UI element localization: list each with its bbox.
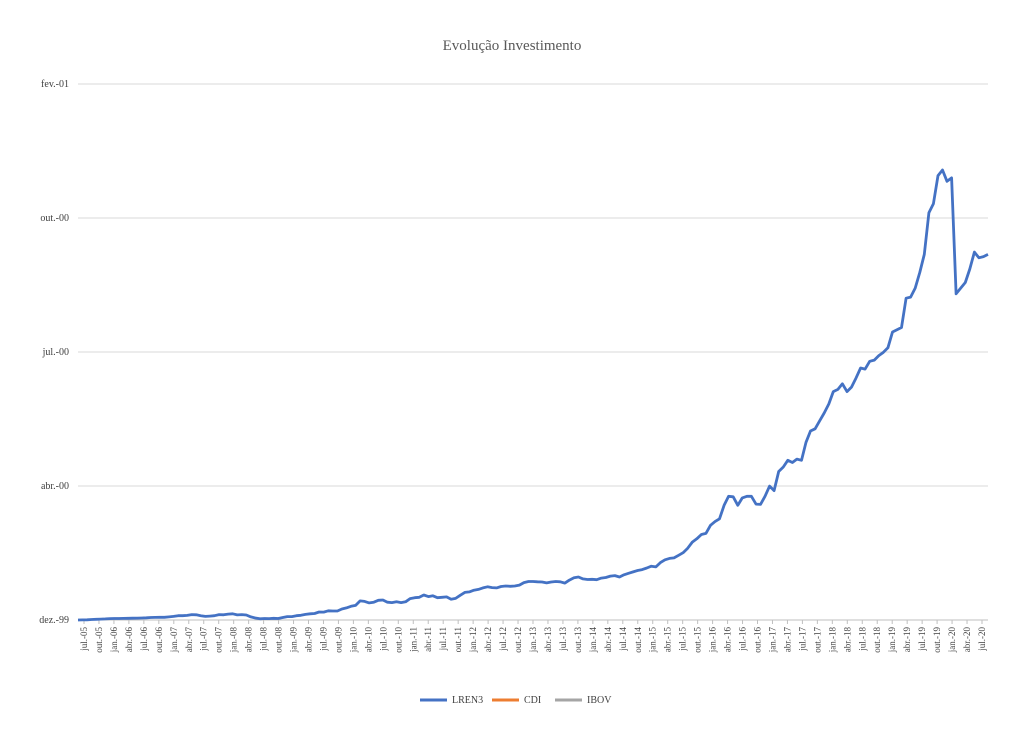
x-tick-label: jan.-09 bbox=[289, 627, 299, 654]
x-tick-label: jul.-16 bbox=[738, 627, 748, 652]
x-tick-label: out.-16 bbox=[753, 627, 763, 653]
x-tick-label: out.-18 bbox=[872, 627, 882, 653]
y-axis-ticks: dez.-99 abr.-00 jul.-00 out.-00 fev.-01 bbox=[39, 79, 69, 626]
x-tick-label: jan.-17 bbox=[767, 627, 777, 654]
x-tick-label: jul.-06 bbox=[139, 627, 149, 652]
x-tick-label: jan.-15 bbox=[648, 627, 658, 654]
y-tick-label: dez.-99 bbox=[39, 615, 69, 626]
x-tick-label: out.-07 bbox=[214, 627, 224, 653]
x-tick-label: out.-19 bbox=[932, 627, 942, 653]
x-tick-label: abr.-17 bbox=[782, 627, 792, 653]
x-tick-label: jul.-05 bbox=[79, 627, 89, 652]
legend-item-lren3: LREN3 bbox=[420, 695, 483, 706]
x-tick-label: abr.-15 bbox=[663, 627, 673, 653]
x-tick-label: out.-08 bbox=[274, 627, 284, 653]
x-axis-ticks: jul.-05 out.-05 jan.-06 abr.-06 jul.-06 out.-… bbox=[79, 620, 987, 653]
x-tick-label: jul.-07 bbox=[199, 627, 209, 652]
legend-item-cdi: CDI bbox=[492, 695, 541, 706]
series-lines bbox=[77, 168, 989, 622]
x-tick-label: out.-11 bbox=[453, 627, 463, 652]
x-tick-label: jan.-14 bbox=[588, 627, 598, 654]
legend-label-cdi: CDI bbox=[524, 695, 541, 706]
legend: LREN3 CDI IBOV bbox=[420, 695, 612, 706]
x-tick-label: out.-05 bbox=[94, 627, 104, 653]
x-tick-label: abr.-18 bbox=[842, 627, 852, 653]
legend-label-ibov: IBOV bbox=[587, 695, 612, 706]
x-tick-label: jul.-19 bbox=[917, 627, 927, 652]
x-tick-label: out.-13 bbox=[573, 627, 583, 653]
x-tick-label: abr.-07 bbox=[184, 627, 194, 653]
x-tick-label: jul.-17 bbox=[797, 627, 807, 652]
x-tick-label: jul.-11 bbox=[438, 627, 448, 651]
x-tick-label: jul.-09 bbox=[318, 627, 328, 652]
x-tick-label: abr.-06 bbox=[124, 627, 134, 653]
x-tick-label: out.-17 bbox=[812, 627, 822, 653]
x-tick-label: jan.-07 bbox=[169, 627, 179, 654]
x-tick-label: jul.-14 bbox=[618, 627, 628, 652]
x-tick-label: abr.-08 bbox=[244, 627, 254, 653]
x-tick-label: abr.-14 bbox=[603, 627, 613, 653]
x-tick-label: jan.-18 bbox=[827, 627, 837, 654]
x-tick-label: jan.-10 bbox=[348, 627, 358, 654]
x-tick-label: abr.-13 bbox=[543, 627, 553, 653]
x-tick-label: jul.-13 bbox=[558, 627, 568, 652]
y-tick-label: jul.-00 bbox=[42, 347, 69, 358]
x-tick-label: abr.-10 bbox=[363, 627, 373, 653]
x-tick-label: out.-10 bbox=[393, 627, 403, 653]
x-tick-label: jan.-19 bbox=[887, 627, 897, 654]
x-tick-label: out.-14 bbox=[633, 627, 643, 653]
x-tick-label: jul.-10 bbox=[378, 627, 388, 652]
x-tick-label: jul.-12 bbox=[498, 627, 508, 652]
x-tick-label: jan.-06 bbox=[109, 627, 119, 654]
y-tick-label: abr.-00 bbox=[41, 481, 69, 492]
x-tick-label: abr.-16 bbox=[723, 627, 733, 653]
x-tick-label: abr.-20 bbox=[962, 627, 972, 653]
x-tick-label: out.-12 bbox=[513, 627, 523, 653]
x-tick-label: out.-15 bbox=[693, 627, 703, 653]
x-tick-label: jul.-20 bbox=[977, 627, 987, 652]
y-tick-label: fev.-01 bbox=[41, 79, 69, 90]
x-tick-label: abr.-19 bbox=[902, 627, 912, 653]
legend-item-ibov: IBOV bbox=[555, 695, 612, 706]
x-tick-label: jan.-16 bbox=[708, 627, 718, 654]
x-tick-label: out.-09 bbox=[333, 627, 343, 653]
x-tick-label: jul.-15 bbox=[678, 627, 688, 652]
x-tick-label: jan.-08 bbox=[229, 627, 239, 654]
x-tick-label: jan.-12 bbox=[468, 627, 478, 653]
x-tick-label: jan.-20 bbox=[947, 627, 957, 654]
x-tick-label: abr.-09 bbox=[304, 627, 314, 653]
x-tick-label: out.-06 bbox=[154, 627, 164, 653]
legend-label-lren3: LREN3 bbox=[452, 695, 483, 706]
x-tick-label: jul.-18 bbox=[857, 627, 867, 652]
series-line-lren3 bbox=[77, 168, 989, 622]
x-tick-label: jan.-13 bbox=[528, 627, 538, 654]
x-tick-label: abr.-11 bbox=[423, 627, 433, 652]
y-tick-label: out.-00 bbox=[40, 213, 69, 224]
x-tick-label: abr.-12 bbox=[483, 627, 493, 652]
x-tick-label: jul.-08 bbox=[259, 627, 269, 652]
chart-title: Evolução Investimento bbox=[443, 38, 582, 54]
x-tick-label: jan.-11 bbox=[408, 627, 418, 653]
gridlines bbox=[78, 83, 988, 621]
